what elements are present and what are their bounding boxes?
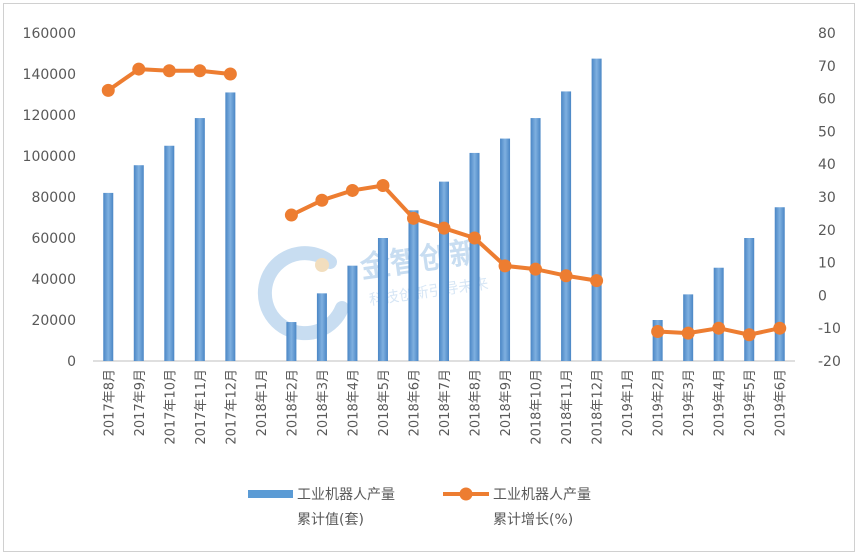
growth-point	[529, 262, 543, 276]
y-right-tick-label: 50	[818, 124, 836, 140]
x-category-label: 2018年5月	[377, 369, 392, 436]
growth-point	[468, 231, 482, 245]
x-category-label: 2017年10月	[163, 369, 178, 445]
y-left-tick-label: 0	[67, 354, 76, 370]
growth-point	[498, 259, 512, 273]
growth-point	[437, 221, 451, 235]
x-category-label: 2018年8月	[469, 369, 484, 436]
x-category-label: 2018年4月	[346, 369, 361, 436]
y-right-tick-label: 70	[818, 59, 836, 75]
growth-point	[773, 321, 787, 335]
y-right-tick-label: 80	[818, 26, 836, 42]
bar	[469, 152, 480, 361]
bar	[713, 267, 724, 361]
x-category-label: 2018年7月	[438, 369, 453, 436]
legend-bar-swatch	[248, 490, 293, 498]
growth-point	[712, 321, 726, 335]
x-category-label: 2017年9月	[133, 369, 148, 436]
chart-frame	[3, 3, 855, 552]
legend-bar-label-line1: 工业机器人产量	[297, 487, 395, 503]
growth-point	[315, 193, 329, 207]
bar	[408, 210, 419, 361]
x-category-label: 2019年2月	[652, 369, 667, 436]
growth-point	[651, 324, 665, 338]
x-category-label: 2018年12月	[591, 369, 606, 445]
x-category-label: 2018年3月	[316, 369, 331, 436]
x-category-label: 2017年8月	[102, 369, 117, 436]
growth-point	[559, 269, 573, 283]
y-left-tick-label: 80000	[31, 190, 76, 206]
growth-point	[406, 211, 420, 225]
growth-point	[223, 67, 237, 81]
x-category-label: 2018年9月	[499, 369, 514, 436]
y-right-tick-label: 30	[818, 190, 836, 206]
legend-line-label-line2: 累计增长(%)	[493, 512, 573, 528]
x-category-label: 2019年4月	[713, 369, 728, 436]
growth-point	[376, 179, 390, 193]
y-left-tick-label: 100000	[23, 149, 76, 165]
legend-bar-label-line2: 累计值(套)	[297, 512, 364, 528]
bar	[194, 118, 205, 361]
x-category-label: 2019年3月	[682, 369, 697, 436]
x-category-label: 2017年11月	[194, 369, 209, 445]
watermark-dot	[315, 258, 329, 272]
growth-point	[193, 64, 207, 78]
x-category-label: 2018年6月	[407, 369, 422, 436]
y-right-tick-label: 60	[818, 92, 836, 108]
bar	[591, 58, 602, 361]
bar	[652, 320, 663, 361]
y-left-tick-label: 40000	[31, 272, 76, 288]
bar	[744, 238, 755, 361]
y-right-tick-label: 0	[818, 288, 827, 304]
y-left-tick-label: 60000	[31, 231, 76, 247]
y-right-tick-label: 40	[818, 157, 836, 173]
bar	[530, 118, 541, 361]
y-right-tick-label: 10	[818, 256, 836, 272]
growth-point	[681, 326, 695, 340]
growth-point	[590, 274, 604, 288]
bar	[377, 238, 388, 361]
growth-point	[284, 208, 298, 222]
bar	[561, 91, 572, 362]
growth-point	[101, 83, 115, 97]
legend-line-marker	[459, 487, 473, 501]
bar	[439, 181, 449, 361]
growth-point	[742, 328, 756, 342]
y-right-tick-label: 20	[818, 223, 836, 239]
bar	[316, 293, 327, 361]
bar	[500, 138, 511, 361]
x-category-label: 2019年5月	[743, 369, 758, 436]
y-left-tick-label: 160000	[23, 26, 76, 42]
watermark-swoosh	[257, 246, 349, 341]
y-left-tick-label: 140000	[23, 67, 76, 83]
bar	[774, 207, 785, 361]
growth-point	[345, 183, 359, 197]
y-right-tick-label: -20	[818, 354, 841, 370]
x-category-label: 2019年1月	[621, 369, 636, 436]
bar	[164, 145, 175, 361]
bar	[225, 92, 236, 361]
bar	[103, 192, 114, 361]
x-category-label: 2018年11月	[560, 369, 575, 445]
growth-point	[132, 62, 146, 76]
x-category-label: 2018年2月	[285, 369, 300, 436]
x-category-label: 2018年1月	[255, 369, 270, 436]
x-category-label: 2017年12月	[224, 369, 239, 445]
x-category-label: 2019年6月	[774, 369, 789, 436]
bar	[133, 165, 144, 361]
y-left-tick-label: 20000	[31, 313, 76, 329]
bar	[286, 322, 297, 361]
bar	[347, 265, 358, 361]
x-category-label: 2018年10月	[530, 369, 545, 445]
growth-point	[162, 64, 176, 78]
legend-line-label-line1: 工业机器人产量	[493, 487, 591, 503]
y-right-tick-label: -10	[818, 321, 841, 337]
y-left-tick-label: 120000	[23, 108, 76, 124]
